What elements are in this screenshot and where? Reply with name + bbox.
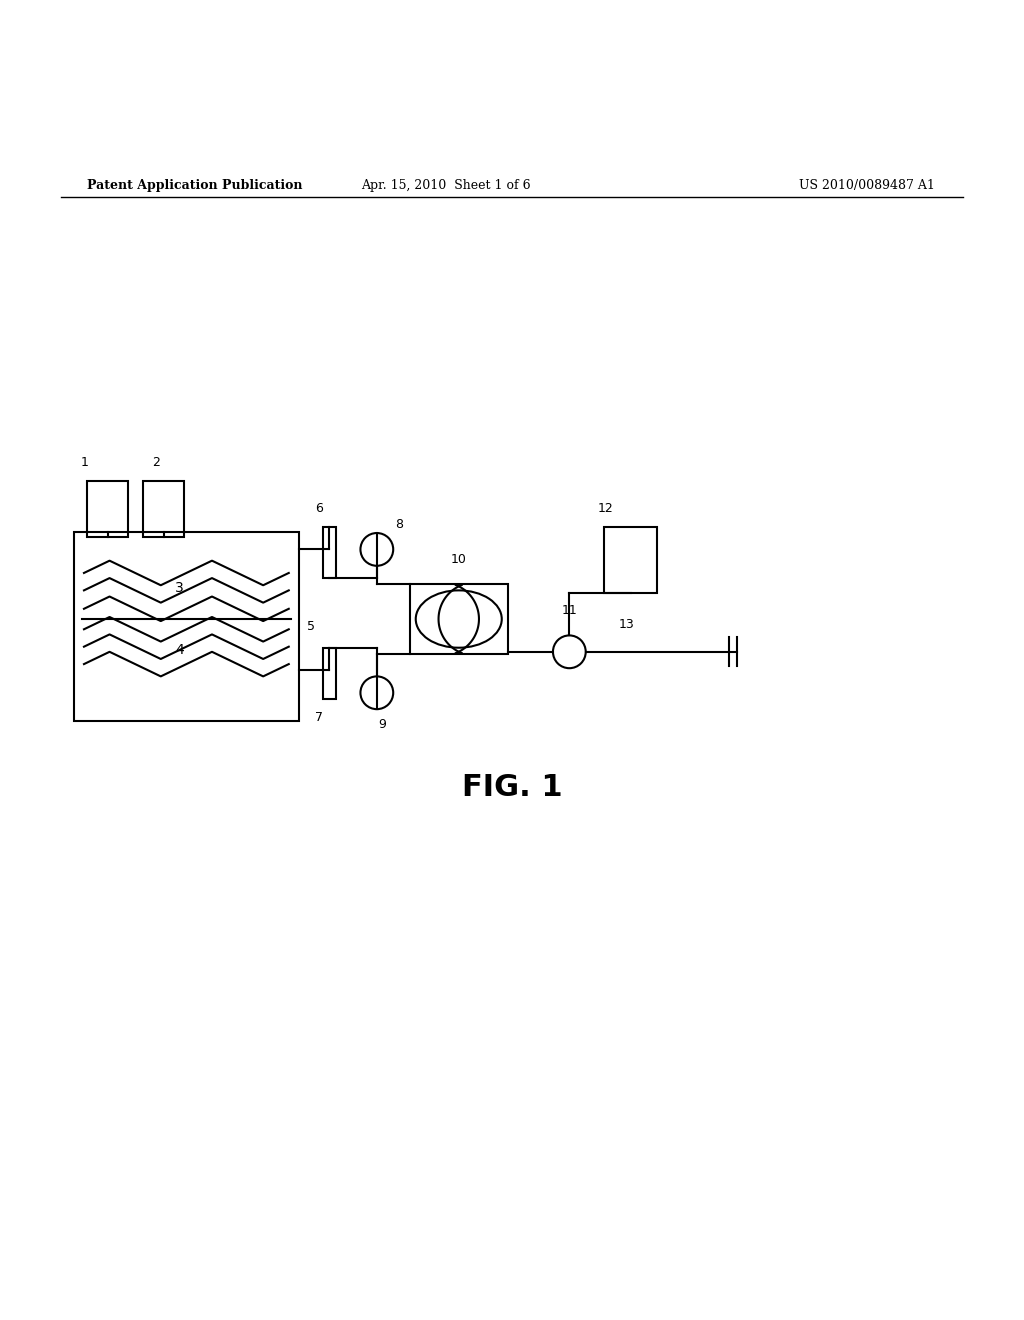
Bar (410, 585, 508, 653)
Bar (604, 527, 657, 594)
Bar (87, 480, 128, 537)
Text: 12: 12 (598, 502, 613, 515)
Text: 5: 5 (307, 620, 315, 634)
Text: 9: 9 (378, 718, 386, 731)
Text: FIG. 1: FIG. 1 (462, 774, 562, 803)
Bar (323, 527, 336, 578)
Text: Apr. 15, 2010  Sheet 1 of 6: Apr. 15, 2010 Sheet 1 of 6 (360, 180, 530, 193)
Text: 13: 13 (618, 618, 635, 631)
Text: 10: 10 (451, 553, 467, 566)
Text: 11: 11 (561, 605, 578, 616)
Text: 2: 2 (152, 455, 160, 469)
Text: 7: 7 (315, 711, 323, 725)
Text: 8: 8 (395, 517, 403, 531)
Bar (74, 532, 299, 722)
Text: 3: 3 (175, 581, 183, 595)
Bar (143, 480, 184, 537)
Text: 4: 4 (175, 643, 183, 657)
Text: US 2010/0089487 A1: US 2010/0089487 A1 (799, 180, 935, 193)
Text: 1: 1 (81, 455, 89, 469)
Text: 6: 6 (315, 502, 323, 515)
Text: Patent Application Publication: Patent Application Publication (87, 180, 302, 193)
Bar (323, 648, 336, 698)
